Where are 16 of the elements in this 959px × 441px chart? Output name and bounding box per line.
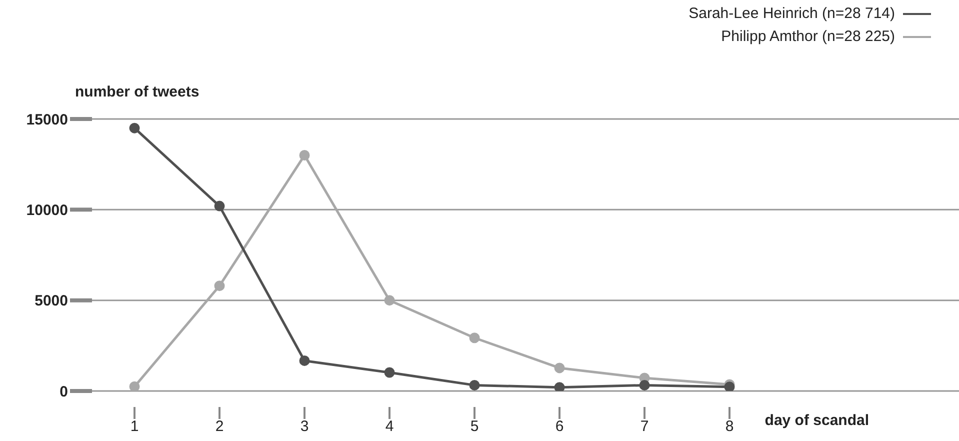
x-tick-label: 6 bbox=[555, 418, 564, 435]
legend-label: Sarah-Lee Heinrich (n=28 714) bbox=[688, 4, 896, 24]
y-tick-label: 15000 bbox=[26, 111, 68, 128]
x-tick-label: 2 bbox=[215, 418, 224, 435]
x-tick-label: 1 bbox=[130, 418, 139, 435]
y-tick-label: 0 bbox=[60, 383, 68, 400]
y-tick-label: 5000 bbox=[34, 292, 68, 310]
legend-label: Philipp Amthor (n=28 225) bbox=[720, 27, 896, 47]
x-tick-label: 4 bbox=[385, 418, 394, 435]
x-tick-label: 8 bbox=[725, 418, 734, 435]
x-tick-label: 7 bbox=[640, 418, 649, 435]
y-tick-label: 10000 bbox=[26, 202, 68, 219]
x-axis-title: day of scandal bbox=[764, 412, 869, 429]
x-tick-label: 3 bbox=[300, 418, 309, 435]
x-tick-label: 5 bbox=[470, 418, 479, 435]
y-axis-title: number of tweets bbox=[75, 84, 200, 101]
